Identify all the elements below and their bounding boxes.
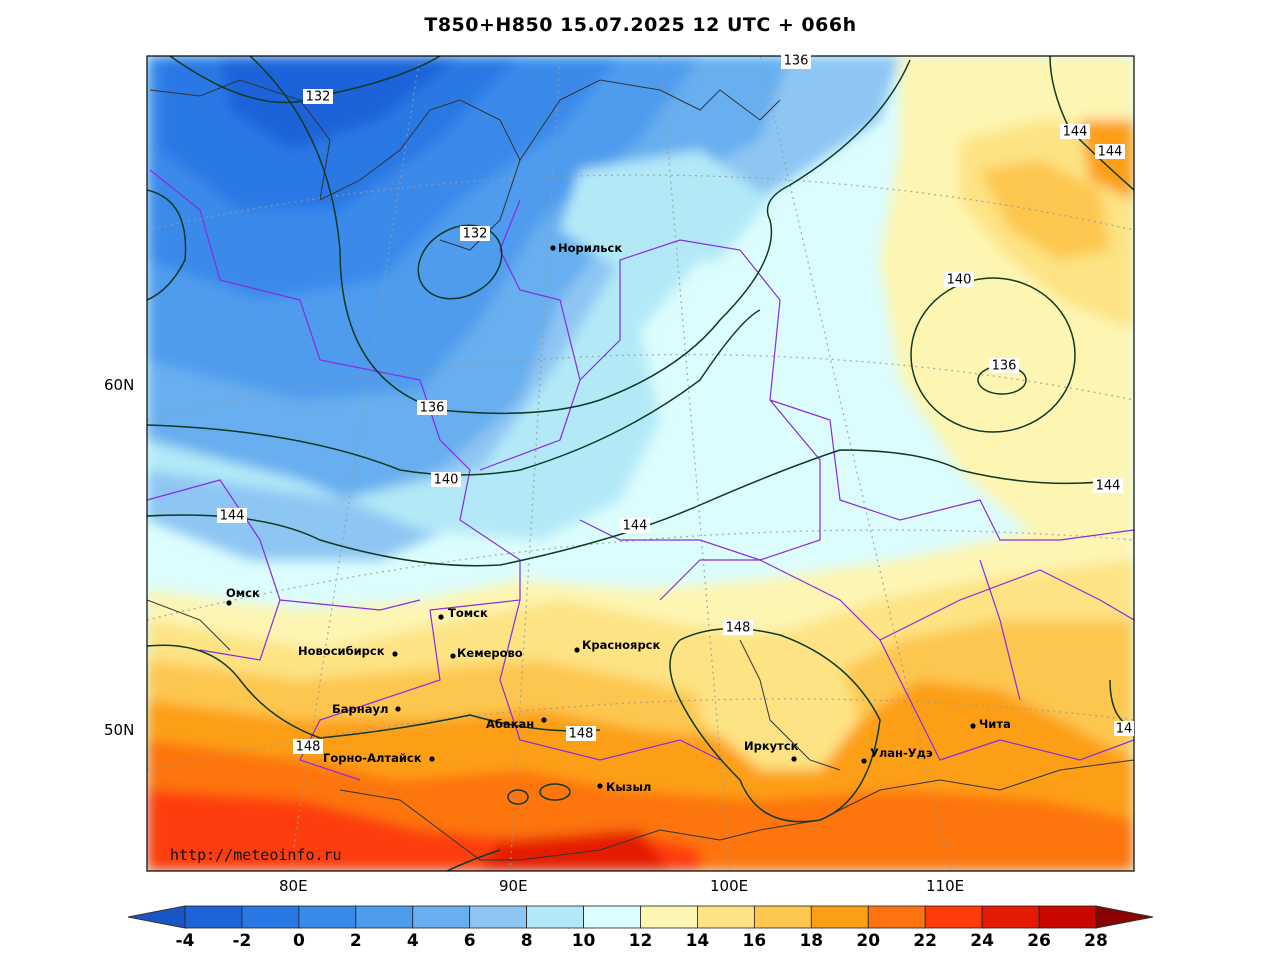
colorbar-tick-label: 10 bbox=[571, 931, 596, 951]
city-dot bbox=[392, 651, 398, 657]
city-label: Горно-Алтайск bbox=[323, 751, 422, 765]
credit-link[interactable]: http://meteoinfo.ru bbox=[170, 846, 342, 864]
isoline-label: 144 bbox=[1096, 479, 1121, 494]
city-dot bbox=[970, 723, 976, 729]
city-label: Томск bbox=[448, 606, 488, 620]
city-label: Иркутск bbox=[744, 739, 799, 753]
colorbar-cell bbox=[355, 905, 414, 929]
city-dot bbox=[550, 245, 556, 251]
colorbar-cell bbox=[924, 905, 983, 929]
city-dot bbox=[541, 717, 547, 723]
city-label: Кемерово bbox=[457, 646, 523, 660]
colorbar-tick-label: 16 bbox=[742, 931, 767, 951]
city-dot bbox=[429, 756, 435, 762]
colorbar-tick-label: -2 bbox=[232, 931, 252, 951]
city-label: Омск bbox=[226, 586, 260, 600]
isoline-label: 14 bbox=[1116, 722, 1133, 737]
isoline-label: 144 bbox=[1098, 145, 1123, 160]
colorbar-arrow-left bbox=[127, 905, 186, 929]
colorbar-tick-label: 0 bbox=[292, 931, 305, 951]
colorbar-tick-label: 6 bbox=[463, 931, 476, 951]
isoline-label: 148 bbox=[569, 727, 594, 742]
isoline-label: 132 bbox=[306, 90, 331, 105]
colorbar-cell bbox=[184, 905, 243, 929]
city-label: Улан-Удэ bbox=[870, 746, 933, 760]
isoline-label: 144 bbox=[623, 519, 648, 534]
colorbar-cell bbox=[298, 905, 357, 929]
temperature-field bbox=[147, 56, 1134, 871]
colorbar-tick-label: 28 bbox=[1084, 931, 1108, 951]
colorbar-tick-label: -4 bbox=[175, 931, 195, 951]
colorbar-tick-label: 14 bbox=[685, 931, 710, 951]
isoline-label: 136 bbox=[992, 359, 1017, 374]
isoline-label: 140 bbox=[947, 273, 972, 288]
lon-label-90e: 90E bbox=[499, 877, 528, 895]
colorbar-tick-label: 22 bbox=[913, 931, 938, 951]
colorbar-cell bbox=[640, 905, 698, 929]
colorbar-cell bbox=[753, 905, 812, 929]
colorbar-tick-label: 2 bbox=[349, 931, 362, 951]
colorbar-tick-label: 8 bbox=[520, 931, 533, 951]
city-dot bbox=[597, 783, 603, 789]
map-title: T850+H850 15.07.2025 12 UTC + 066h bbox=[424, 14, 857, 36]
city-label: Барнаул bbox=[332, 702, 388, 716]
city-dot bbox=[791, 756, 797, 762]
colorbar-cell bbox=[810, 905, 869, 929]
isoline-label: 148 bbox=[726, 621, 751, 636]
isoline-label: 144 bbox=[1063, 125, 1088, 140]
city-label: Красноярск bbox=[582, 638, 660, 652]
city-label: Новосибирск bbox=[298, 644, 385, 658]
colorbar-cell bbox=[981, 905, 1040, 929]
lat-label-60n: 60N bbox=[104, 376, 135, 394]
isoline-label: 132 bbox=[463, 227, 488, 242]
isoline-label: 136 bbox=[784, 54, 809, 69]
city-dot bbox=[861, 758, 867, 764]
city-dot bbox=[395, 706, 401, 712]
city-label: Кызыл bbox=[606, 780, 651, 794]
colorbar-cell bbox=[583, 905, 641, 929]
lon-label-110e: 110E bbox=[926, 877, 965, 895]
lon-label-100e: 100E bbox=[710, 877, 749, 895]
lon-label-80e: 80E bbox=[279, 877, 308, 895]
colorbar-tick-label: 18 bbox=[799, 931, 824, 951]
colorbar-cell bbox=[526, 905, 584, 929]
city-dot bbox=[226, 600, 232, 606]
city-dot bbox=[574, 647, 580, 653]
city-dot bbox=[438, 614, 444, 620]
colorbar-cell bbox=[412, 905, 471, 929]
colorbar-tick-label: 24 bbox=[970, 931, 994, 951]
colorbar-tick-label: 12 bbox=[628, 931, 653, 951]
city-label: Норильск bbox=[558, 241, 622, 255]
map-frame bbox=[146, 55, 1135, 872]
city-label: Абакан bbox=[486, 717, 534, 731]
colorbar-cell bbox=[867, 905, 926, 929]
colorbar-cell bbox=[1038, 905, 1097, 929]
colorbar-cell bbox=[241, 905, 300, 929]
city-dot bbox=[450, 653, 456, 659]
isoline-label: 140 bbox=[434, 473, 459, 488]
colorbar-cell bbox=[469, 905, 528, 929]
colorbar-tick-label: 26 bbox=[1027, 931, 1051, 951]
lat-label-50n: 50N bbox=[104, 721, 135, 739]
colorbar-tick-label: 20 bbox=[856, 931, 881, 951]
isoline-label: 136 bbox=[420, 401, 445, 416]
isoline-label: 144 bbox=[220, 509, 245, 524]
colorbar-arrow-right bbox=[1095, 905, 1154, 929]
colorbar-cell bbox=[697, 905, 755, 929]
colorbar-tick-label: 4 bbox=[406, 931, 419, 951]
colorbar bbox=[127, 905, 1154, 929]
city-label: Чита bbox=[979, 717, 1011, 731]
isoline-label: 148 bbox=[296, 740, 321, 755]
